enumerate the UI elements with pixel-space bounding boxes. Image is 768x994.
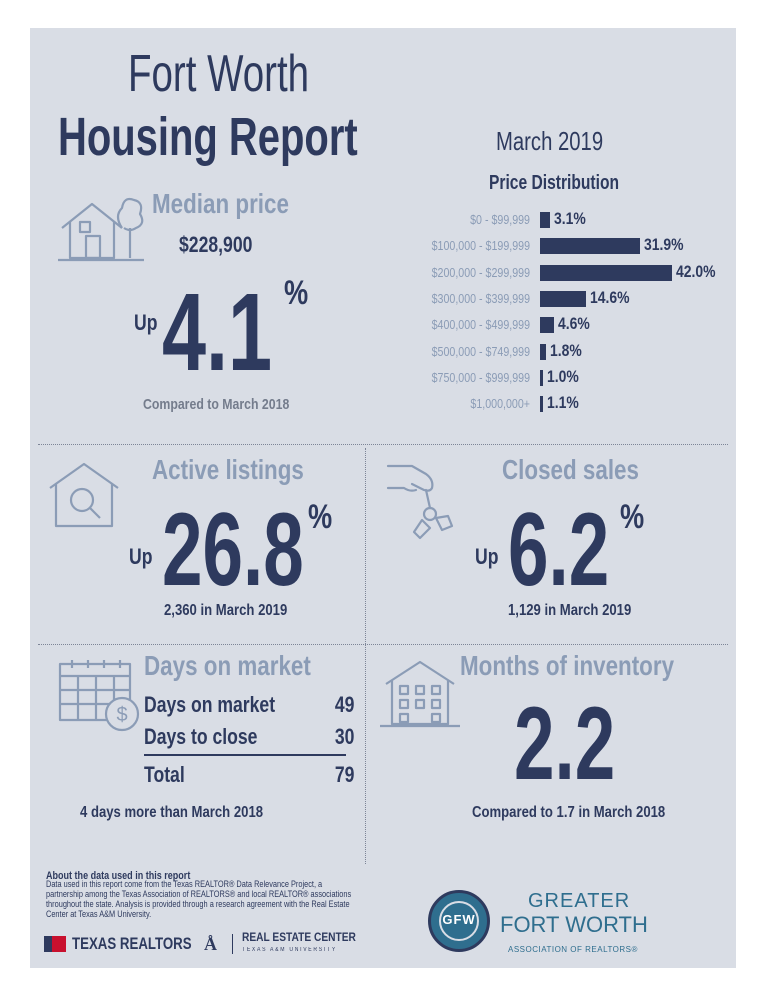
months-inventory-title: Months of inventory [460,650,675,681]
active-listings-title: Active listings [152,454,304,485]
price-distribution-title: Price Distribution [489,172,620,194]
total-rule [144,754,346,756]
active-detail: 2,360 in March 2019 [164,602,288,619]
price-bar-value: 1.0% [547,366,579,386]
price-bar-value: 14.6% [589,287,630,307]
divider-top [38,444,728,445]
price-bar-value: 3.1% [553,209,586,228]
price-bar-value: 4.6% [558,314,591,334]
active-change: 26.8 [162,492,304,608]
days-on-market-title: Days on market [144,650,311,681]
price-bar [540,238,641,255]
house-tree-icon [58,197,144,262]
gfw-emblem: GFW [428,890,490,952]
price-bar-label: $500,000 - $749,999 [431,343,530,359]
closed-detail: 1,129 in March 2019 [508,602,632,619]
price-bar [540,343,546,360]
calendar-dollar-icon: $ [58,660,140,732]
total-row: Total 79 [144,762,354,787]
active-change-unit: % [308,498,333,536]
house-search-icon [49,462,119,528]
price-bar-label: $1,000,000+ [470,396,530,412]
price-bar [540,290,586,307]
closed-change: 6.2 [508,492,610,608]
building-icon [380,660,460,728]
hand-keys-icon [386,464,454,540]
price-bar-label: $300,000 - $399,999 [431,290,530,306]
median-change-unit: % [284,274,309,312]
price-bar-label: $400,000 - $499,999 [431,317,530,333]
price-bar-row: $500,000 - $749,999 1.8% [370,340,720,360]
title-line1: Fort Worth [128,45,310,103]
svg-text:$: $ [116,704,127,726]
price-bar [540,369,544,386]
median-price-title: Median price [152,188,289,219]
report-sheet: Fort Worth Housing Report March 2019 Pri… [30,28,736,968]
price-bar-value: 1.1% [547,393,580,413]
table-row: Days to close 30 [144,724,354,749]
price-bar [540,396,544,413]
about-text: Data used in this report come from the T… [46,879,352,919]
median-comparison: Compared to March 2018 [143,396,290,413]
title-line2: Housing Report [58,107,358,167]
days-table: Days on market 49 Days to close 30 Total… [144,690,354,810]
price-bar-value: 1.8% [549,340,582,360]
gfw-line1: GREATER [528,890,631,912]
price-bar [540,212,550,228]
median-price-value: $228,900 [179,232,253,257]
closed-change-unit: % [620,498,645,536]
price-bar [540,264,672,281]
table-row: Days on market 49 [144,692,354,717]
report-period: March 2019 [496,126,604,156]
texas-flag-icon [44,936,66,952]
price-bar-label: $200,000 - $299,999 [431,264,530,280]
texas-realtors-logo: TEXAS REALTORS [44,934,226,954]
price-bar-row: $100,000 - $199,999 31.9% [370,235,720,255]
days-comparison: 4 days more than March 2018 [80,804,264,821]
price-bar-row: $200,000 - $299,999 42.0% [370,261,720,281]
price-bar-row: $300,000 - $399,999 14.6% [370,287,720,307]
closed-direction: Up [475,544,499,569]
active-direction: Up [129,544,153,569]
price-bar-value: 31.9% [644,235,684,255]
divider-middle [38,644,728,645]
price-bar [540,317,555,334]
divider-vertical [365,448,366,864]
price-bar-row: $750,000 - $999,999 1.0% [370,366,720,386]
gfw-line3: ASSOCIATION OF REALTORS® [508,945,638,954]
price-bar-value: 42.0% [676,261,716,281]
gfw-line2: FORT WORTH [500,912,648,937]
price-bar-row: $1,000,000+ 1.1% [370,393,720,413]
price-distribution-chart: $0 - $99,999 3.1% $100,000 - $199,999 31.9%… [370,209,720,413]
median-direction: Up [134,310,158,335]
months-inventory-value: 2.2 [514,686,616,802]
price-bar-row: $400,000 - $499,999 4.6% [370,314,720,334]
price-bar-row: $0 - $99,999 3.1% [370,209,720,228]
closed-sales-title: Closed sales [502,454,639,485]
real-estate-center-logo: Å REAL ESTATE CENTER TEXAS A&M UNIVERSIT… [204,930,356,954]
price-bar-label: $0 - $99,999 [470,212,530,227]
price-bar-label: $750,000 - $999,999 [431,369,530,385]
median-change: 4.1 [162,271,273,394]
atm-emblem-icon: Å [204,933,217,954]
about-title: About the data used in this report [46,870,191,882]
price-bar-label: $100,000 - $199,999 [431,238,530,254]
months-comparison: Compared to 1.7 in March 2018 [472,804,666,821]
